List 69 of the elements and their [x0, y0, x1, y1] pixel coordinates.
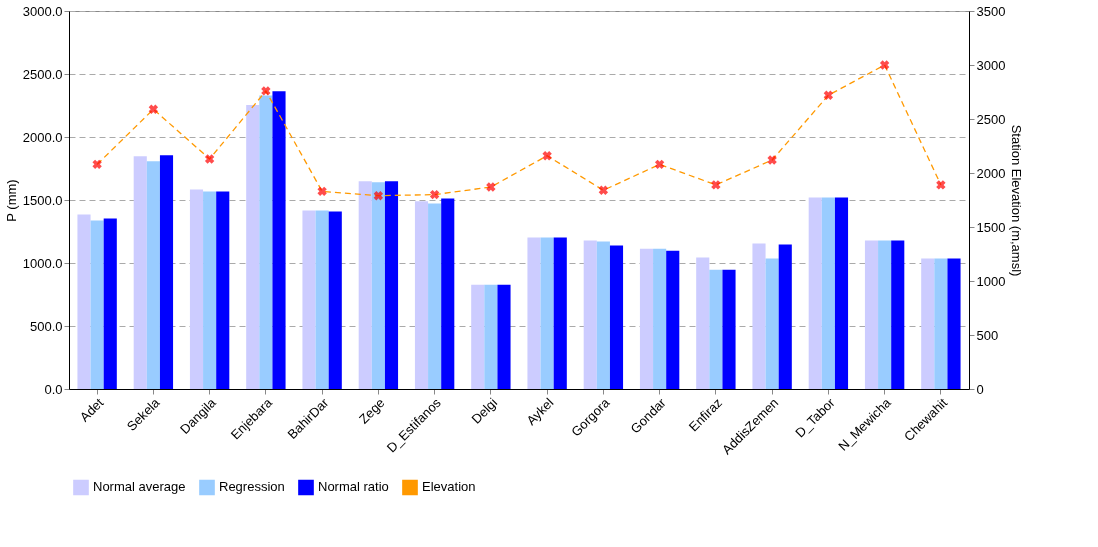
bar	[246, 105, 260, 389]
y-tick-label: 2500.0	[22, 66, 63, 82]
bar	[722, 269, 736, 389]
y-tick-label: 1500.0	[22, 192, 63, 208]
bar	[428, 203, 442, 389]
bar	[709, 269, 723, 389]
bar	[583, 240, 597, 389]
bar	[328, 211, 342, 389]
bar	[891, 240, 905, 389]
bar	[315, 210, 329, 389]
y2-tick-label: 2500	[976, 111, 1006, 127]
bar	[808, 197, 822, 389]
bar	[765, 258, 779, 389]
bar	[77, 214, 91, 389]
bar	[189, 189, 204, 389]
y2-tick-label: 1000	[976, 273, 1006, 289]
bar	[821, 197, 835, 389]
y-tick-label: 2000.0	[22, 129, 63, 145]
y2-tick-label: 500	[976, 327, 999, 343]
y2-tick-label: 2000	[976, 165, 1006, 181]
bar	[203, 191, 217, 389]
bar	[484, 284, 498, 389]
bar	[133, 156, 147, 389]
bar	[497, 284, 511, 389]
bar	[752, 243, 766, 389]
bar	[159, 155, 174, 389]
bar	[146, 161, 160, 389]
bar	[272, 91, 286, 389]
bar	[553, 237, 567, 389]
bar	[878, 240, 892, 389]
legend-label: Normal average	[93, 479, 186, 495]
bar	[384, 181, 399, 389]
bar	[302, 210, 316, 389]
bar	[653, 248, 667, 389]
y-tick-label: 500.0	[29, 318, 63, 334]
legend-label: Normal ratio	[318, 479, 389, 495]
legend-label: Elevation	[422, 479, 476, 495]
bar	[371, 182, 385, 389]
bar	[259, 95, 273, 389]
bar	[778, 244, 792, 389]
legend-label: Regression	[219, 479, 285, 495]
bar	[864, 240, 879, 389]
bar	[414, 201, 429, 389]
y2-tick-label: 3000	[976, 57, 1006, 73]
bar	[527, 237, 541, 389]
bar	[441, 198, 455, 389]
bar	[90, 220, 104, 389]
y-tick-label: 3000.0	[22, 3, 63, 19]
y-tick-label: 0.0	[44, 381, 63, 397]
bar	[609, 245, 624, 389]
y2-tick-label: 0	[976, 381, 984, 397]
y2-axis-title: Station Elevation (m,amsl)	[1009, 124, 1025, 277]
y-axis-title: P (mm)	[3, 179, 19, 222]
bar	[540, 237, 554, 389]
bar	[471, 284, 485, 389]
bar	[639, 248, 654, 389]
y2-tick-label: 3500	[976, 3, 1006, 19]
bar	[921, 258, 935, 389]
bar	[666, 250, 680, 389]
bar	[696, 257, 710, 389]
bar	[358, 181, 372, 389]
bar	[834, 197, 849, 389]
y-tick-label: 1000.0	[22, 255, 63, 271]
bar	[103, 218, 117, 389]
y2-tick-label: 1500	[976, 219, 1006, 235]
bar	[216, 191, 230, 389]
bar	[934, 258, 948, 389]
bar	[596, 241, 610, 389]
bar	[947, 258, 961, 389]
